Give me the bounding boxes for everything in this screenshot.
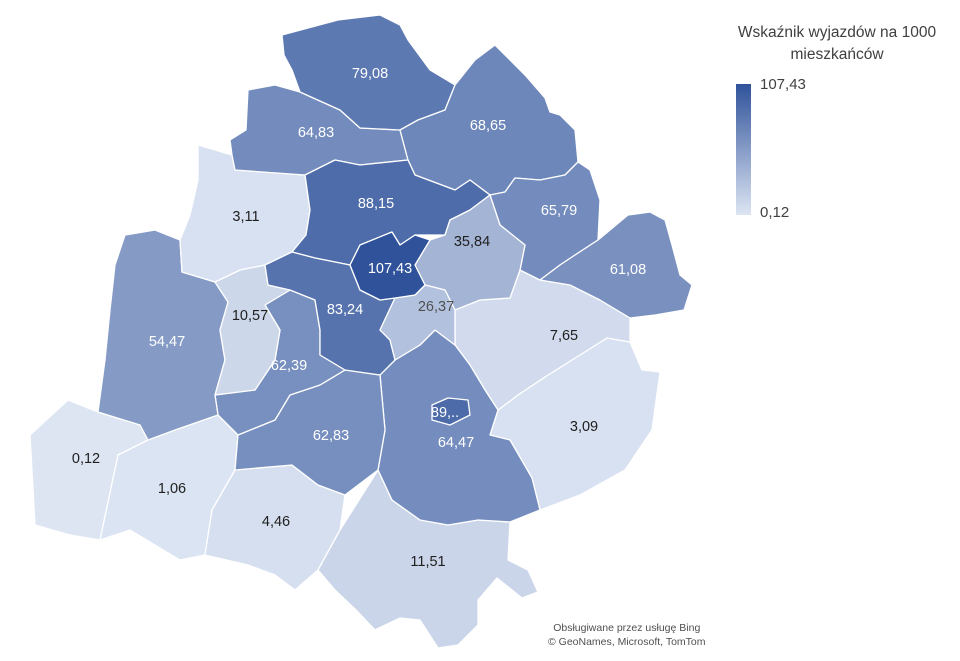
region-small-city[interactable] xyxy=(431,397,471,426)
region-value-label: 10,57 xyxy=(232,308,268,324)
region-value-label: 68,65 xyxy=(470,118,506,134)
region-value-label: 54,47 xyxy=(149,334,185,350)
region-city-main[interactable] xyxy=(349,231,431,301)
region-value-label: 3,09 xyxy=(570,419,598,435)
legend-title: Wskaźnik wyjazdów na 1000 mieszkańców xyxy=(737,24,937,63)
region-value-label: 65,79 xyxy=(541,203,577,219)
region-value-label: 62,39 xyxy=(271,358,307,374)
region-value-label: 0,12 xyxy=(72,451,100,467)
legend-gradient xyxy=(736,84,751,215)
map-attribution: Obsługiwane przez usługę Bing © GeoNames… xyxy=(548,621,706,649)
attribution-line-2: © GeoNames, Microsoft, TomTom xyxy=(548,636,706,648)
region-value-label: 4,46 xyxy=(262,514,290,530)
legend-color-bar xyxy=(736,84,751,215)
region-value-label: 88,15 xyxy=(358,196,394,212)
region-value-label: 35,84 xyxy=(454,234,490,250)
region-value-label: 83,24 xyxy=(327,302,363,318)
region-value-label: 11,51 xyxy=(410,554,445,570)
region-value-label: 7,65 xyxy=(550,328,578,344)
region-value-label: 1,06 xyxy=(158,481,186,497)
region-value-label: 26,37 xyxy=(418,299,454,315)
legend-min-label: 0,12 xyxy=(760,204,790,221)
legend-max-label: 107,43 xyxy=(760,76,806,93)
region-value-label: 62,83 xyxy=(313,428,349,444)
region-value-label: 3,11 xyxy=(232,209,259,225)
region-value-label: 107,43 xyxy=(368,261,412,277)
region-value-label: 61,08 xyxy=(610,262,646,278)
region-value-label: 79,08 xyxy=(352,66,388,82)
region-value-label: 64,47 xyxy=(438,435,474,451)
region-value-label: 64,83 xyxy=(298,125,334,141)
region-far-east[interactable] xyxy=(539,211,693,319)
attribution-line-1: Obsługiwane przez usługę Bing xyxy=(553,622,701,634)
region-value-label: 89,.. xyxy=(431,405,459,421)
